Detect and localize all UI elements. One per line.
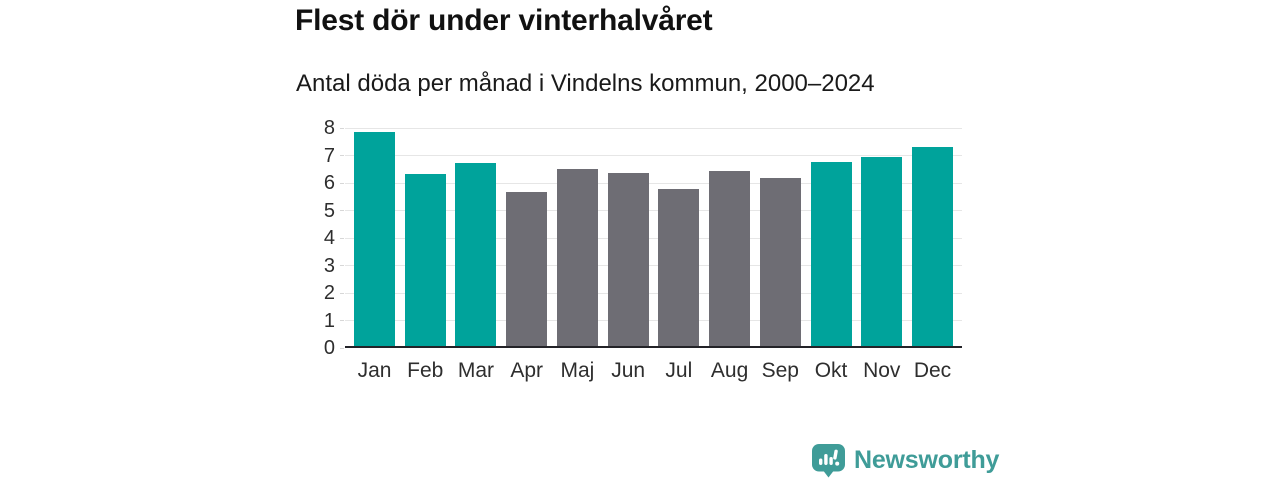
bar-dec <box>912 146 953 346</box>
y-tick-1 <box>340 320 344 321</box>
bar-jun <box>607 173 649 346</box>
gridline-1 <box>345 320 962 321</box>
newsworthy-bubble-chart-icon <box>812 444 845 478</box>
y-tick-4 <box>340 237 344 239</box>
bar-mar <box>455 163 497 346</box>
y-tick-8 <box>340 127 344 129</box>
chart-title: Flest dör under vinterhalvåret <box>295 4 713 37</box>
bar-sep <box>759 177 801 346</box>
bar-jan <box>354 131 395 346</box>
x-axis-label-jan: Jan <box>357 359 392 382</box>
plot-area: 0 1 2 3 4 5 6 7 8 Jan Feb Mar Apr Maj Jun Jul Aug Sep Okt N… <box>324 118 962 382</box>
y-axis-label-0: 0 <box>323 337 335 359</box>
gridline-4 <box>345 237 962 239</box>
chart-subtitle: Antal döda per månad i Vindelns kommun, … <box>296 70 875 97</box>
gridline-3 <box>345 265 962 266</box>
y-tick-5 <box>340 210 344 211</box>
y-axis-label-1: 1 <box>323 309 335 332</box>
brand-wordmark: Newsworthy <box>854 446 1000 474</box>
y-axis-label-7: 7 <box>323 144 335 167</box>
bar-feb <box>404 174 446 346</box>
gridline-2 <box>345 292 962 294</box>
x-axis-label-jun: Jun <box>611 359 646 382</box>
x-axis-label-apr: Apr <box>510 359 544 382</box>
bar-okt <box>810 162 852 346</box>
y-tick-0 <box>340 347 344 349</box>
gridline-6 <box>345 182 962 184</box>
x-axis-label-mar: Mar <box>457 359 495 382</box>
y-tick-2 <box>340 292 344 294</box>
gridline-7 <box>345 155 962 156</box>
y-axis-label-8: 8 <box>323 117 335 139</box>
bar-jul <box>658 188 700 346</box>
x-axis-label-okt: Okt <box>814 359 848 382</box>
x-axis-label-nov: Nov <box>863 359 901 382</box>
y-tick-6 <box>340 182 344 184</box>
y-axis-label-5: 5 <box>323 199 335 222</box>
x-axis-label-maj: Maj <box>560 359 595 382</box>
x-axis-label-dec: Dec <box>913 359 952 382</box>
y-axis-label-4: 4 <box>323 227 335 249</box>
bar-nov <box>861 156 903 346</box>
y-axis-label-6: 6 <box>323 172 335 194</box>
x-axis-label-feb: Feb <box>407 359 444 382</box>
x-axis-label-aug: Aug <box>710 359 749 382</box>
y-tick-3 <box>340 265 344 266</box>
gridline-5 <box>345 210 962 211</box>
y-axis-label-2: 2 <box>323 282 335 304</box>
bar-apr <box>506 192 548 346</box>
bar-maj <box>556 168 598 346</box>
x-axis-label-jul: Jul <box>665 359 693 382</box>
bar-aug <box>709 171 751 346</box>
x-axis-label-sep: Sep <box>761 359 799 382</box>
y-tick-7 <box>340 155 344 156</box>
gridline-8 <box>345 127 962 129</box>
newsworthy-logo: Newsworthy <box>810 442 999 479</box>
y-axis-label-3: 3 <box>323 254 335 277</box>
